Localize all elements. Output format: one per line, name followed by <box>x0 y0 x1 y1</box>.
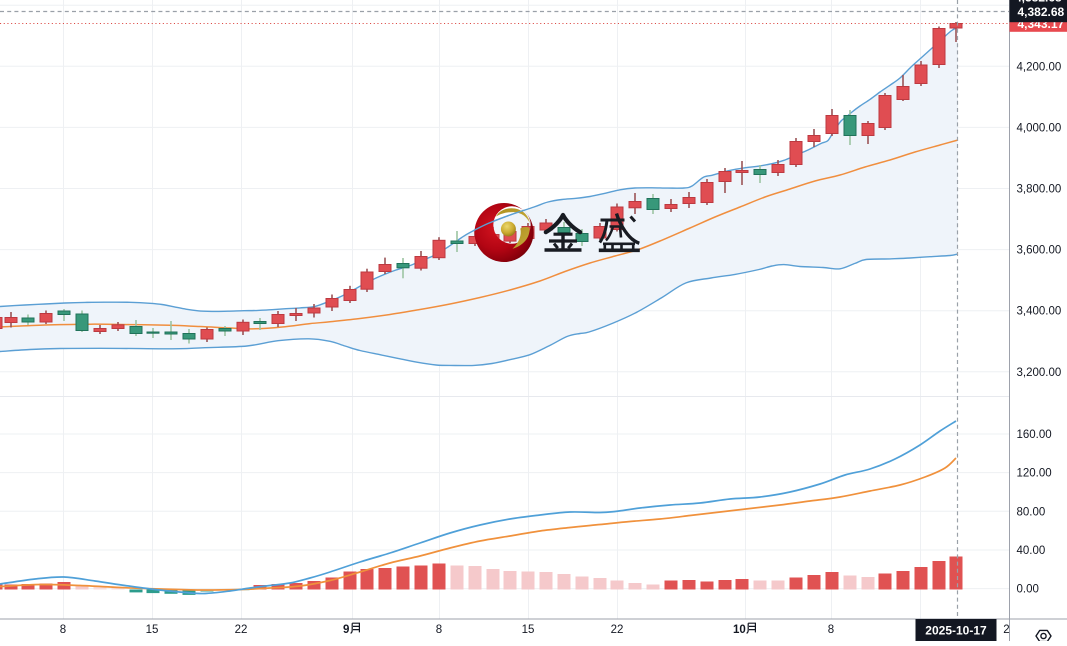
svg-text:22: 22 <box>235 624 248 636</box>
svg-text:160.00: 160.00 <box>1017 429 1052 441</box>
svg-text:4,382.68: 4,382.68 <box>1015 0 1062 5</box>
svg-text:2: 2 <box>1003 624 1009 636</box>
svg-text:3,800.00: 3,800.00 <box>1017 184 1062 196</box>
svg-text:40.00: 40.00 <box>1017 545 1046 557</box>
svg-text:15: 15 <box>522 624 535 636</box>
svg-text:0.00: 0.00 <box>1017 584 1039 596</box>
svg-text:80.00: 80.00 <box>1017 506 1046 518</box>
svg-text:22: 22 <box>611 624 624 636</box>
svg-text:8: 8 <box>436 624 442 636</box>
svg-text:120.00: 120.00 <box>1017 468 1052 480</box>
svg-text:8: 8 <box>828 624 834 636</box>
svg-text:2025-10-17: 2025-10-17 <box>925 624 987 638</box>
svg-text:9: 9 <box>343 624 349 636</box>
svg-text:3,400.00: 3,400.00 <box>1017 306 1062 318</box>
svg-text:3,200.00: 3,200.00 <box>1017 367 1062 379</box>
svg-text:15: 15 <box>146 624 159 636</box>
svg-text:10: 10 <box>733 624 746 636</box>
svg-text:4,000.00: 4,000.00 <box>1017 122 1062 134</box>
svg-text:3,600.00: 3,600.00 <box>1017 245 1062 257</box>
svg-text:8: 8 <box>60 624 66 636</box>
svg-text:4,382.68: 4,382.68 <box>1018 5 1065 19</box>
svg-text:4,200.00: 4,200.00 <box>1017 61 1062 73</box>
